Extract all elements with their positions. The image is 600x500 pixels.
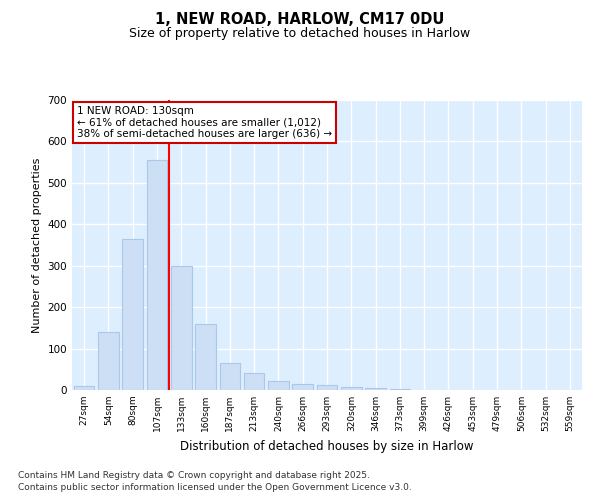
Text: 1, NEW ROAD, HARLOW, CM17 0DU: 1, NEW ROAD, HARLOW, CM17 0DU bbox=[155, 12, 445, 28]
Bar bbox=[317, 385, 337, 390]
Bar bbox=[389, 389, 410, 390]
X-axis label: Distribution of detached houses by size in Harlow: Distribution of detached houses by size … bbox=[180, 440, 474, 452]
Bar bbox=[268, 381, 289, 390]
Bar bbox=[244, 374, 265, 390]
Bar bbox=[122, 239, 143, 390]
Text: Size of property relative to detached houses in Harlow: Size of property relative to detached ho… bbox=[130, 28, 470, 40]
Bar bbox=[195, 324, 216, 390]
Bar bbox=[292, 384, 313, 390]
Bar bbox=[146, 160, 167, 390]
Text: Contains public sector information licensed under the Open Government Licence v3: Contains public sector information licen… bbox=[18, 483, 412, 492]
Bar bbox=[365, 388, 386, 390]
Bar bbox=[74, 386, 94, 390]
Bar bbox=[341, 386, 362, 390]
Bar bbox=[220, 363, 240, 390]
Text: 1 NEW ROAD: 130sqm
← 61% of detached houses are smaller (1,012)
38% of semi-deta: 1 NEW ROAD: 130sqm ← 61% of detached hou… bbox=[77, 106, 332, 139]
Text: Contains HM Land Registry data © Crown copyright and database right 2025.: Contains HM Land Registry data © Crown c… bbox=[18, 470, 370, 480]
Bar bbox=[171, 266, 191, 390]
Y-axis label: Number of detached properties: Number of detached properties bbox=[32, 158, 42, 332]
Bar bbox=[98, 332, 119, 390]
